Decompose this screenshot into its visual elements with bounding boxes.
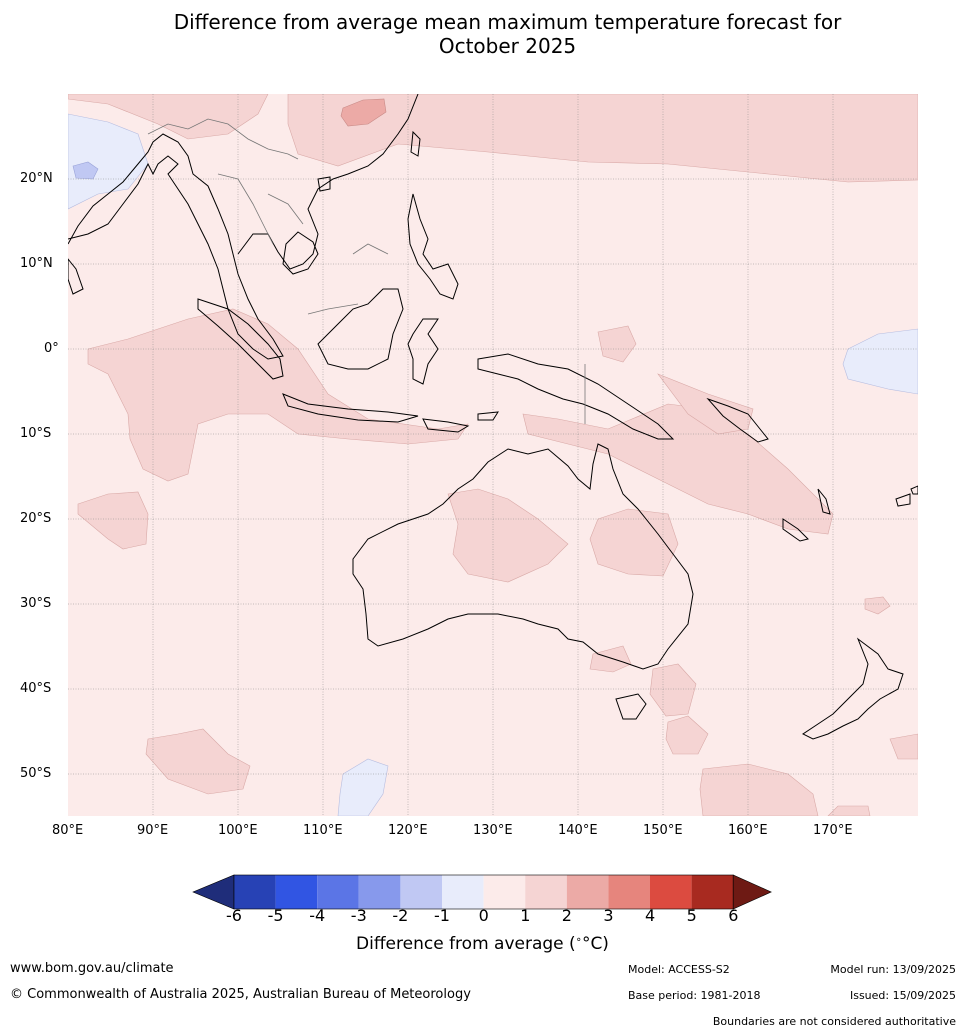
colorbar-label: Difference from average (∘°C) bbox=[0, 934, 965, 954]
anomaly-minus-1-to-0 bbox=[68, 113, 918, 816]
lat-label-20s: 20°S bbox=[20, 511, 52, 526]
lon-label-130e: 130°E bbox=[473, 823, 513, 838]
title-line-1: Difference from average mean maximum tem… bbox=[173, 10, 842, 34]
footer-website: www.bom.gov.au/climate bbox=[10, 961, 174, 976]
footer-issued: Issued: 15/09/2025 bbox=[849, 989, 956, 1002]
colorbar-tick-label: 6 bbox=[728, 906, 739, 925]
lat-label-40s: 40°S bbox=[20, 681, 52, 696]
colorbar-segment bbox=[525, 875, 567, 909]
colorbar-segment bbox=[608, 875, 650, 909]
graticule bbox=[68, 94, 918, 816]
colorbar-tick-label: -5 bbox=[267, 906, 284, 925]
lon-label-160e: 160°E bbox=[728, 823, 768, 838]
colorbar-tick-label: 2 bbox=[561, 906, 572, 925]
colorbar-label-text: Difference from average ( bbox=[356, 934, 576, 954]
lat-label-30s: 30°S bbox=[20, 596, 52, 611]
colorbar-tick-label: -6 bbox=[226, 906, 242, 925]
footer-model: Model: ACCESS-S2 bbox=[628, 963, 730, 976]
lon-label-100e: 100°E bbox=[218, 823, 258, 838]
lat-label-50s: 50°S bbox=[20, 766, 52, 781]
lon-label-140e: 140°E bbox=[558, 823, 598, 838]
footer-copyright: © Commonwealth of Australia 2025, Austra… bbox=[10, 987, 471, 1002]
colorbar-segment bbox=[234, 875, 276, 909]
colorbar-segment bbox=[358, 875, 401, 909]
colorbar-extension-high bbox=[732, 874, 772, 910]
colorbar-label-unit: °C) bbox=[581, 934, 609, 954]
lat-label-20n: 20°N bbox=[20, 171, 53, 186]
colorbar-tick-label: 0 bbox=[478, 906, 489, 925]
colorbar-segment bbox=[483, 875, 526, 909]
footer-disclaimer: Boundaries are not considered authoritat… bbox=[712, 1015, 956, 1028]
colorbar-segment bbox=[275, 875, 318, 909]
lon-label-80e: 80°E bbox=[52, 823, 84, 838]
map-frame bbox=[68, 94, 918, 816]
colorbar-extension-low bbox=[192, 874, 235, 910]
colorbar-tick-label: 5 bbox=[686, 906, 697, 925]
country-borders bbox=[147, 118, 586, 424]
colorbar-tick-label: -2 bbox=[392, 906, 409, 925]
colorbar-label-degree: ∘ bbox=[575, 934, 582, 946]
colorbar-outline bbox=[233, 874, 734, 910]
map-svg bbox=[68, 94, 918, 816]
colorbar-segment bbox=[317, 875, 359, 909]
anomaly-1-to-2 bbox=[68, 94, 918, 816]
map-title: Difference from average mean maximum tem… bbox=[0, 10, 965, 58]
anomaly-minus-2-to-minus-1 bbox=[72, 161, 99, 180]
lon-label-120e: 120°E bbox=[388, 823, 428, 838]
colorbar-tick-label: -4 bbox=[309, 906, 326, 925]
footer-model-run: Model run: 13/09/2025 bbox=[830, 963, 956, 976]
anomaly-2-to-3 bbox=[340, 98, 387, 127]
title-line-2: October 2025 bbox=[438, 34, 577, 58]
colorbar bbox=[192, 874, 772, 910]
footer-base-period: Base period: 1981-2018 bbox=[628, 989, 761, 1002]
colorbar-tick-label: -1 bbox=[434, 906, 450, 925]
lat-label-10n: 10°N bbox=[20, 256, 53, 271]
colorbar-segment bbox=[650, 875, 692, 909]
lon-label-170e: 170°E bbox=[813, 823, 853, 838]
lon-label-110e: 110°E bbox=[303, 823, 343, 838]
colorbar-segment bbox=[442, 875, 484, 909]
colorbar-segment bbox=[400, 875, 442, 909]
colorbar-tick-label: 3 bbox=[603, 906, 614, 925]
colorbar-segment bbox=[691, 875, 734, 909]
colorbar-segments bbox=[192, 874, 772, 910]
lon-label-90e: 90°E bbox=[137, 823, 169, 838]
colorbar-tick-label: -3 bbox=[350, 906, 367, 925]
lon-label-150e: 150°E bbox=[643, 823, 683, 838]
lat-label-10s: 10°S bbox=[20, 426, 52, 441]
colorbar-tick-label: 1 bbox=[520, 906, 531, 925]
coastlines bbox=[68, 94, 918, 740]
colorbar-segment bbox=[566, 875, 609, 909]
colorbar-tick-label: 4 bbox=[645, 906, 656, 925]
lat-label-0: 0° bbox=[44, 341, 59, 356]
